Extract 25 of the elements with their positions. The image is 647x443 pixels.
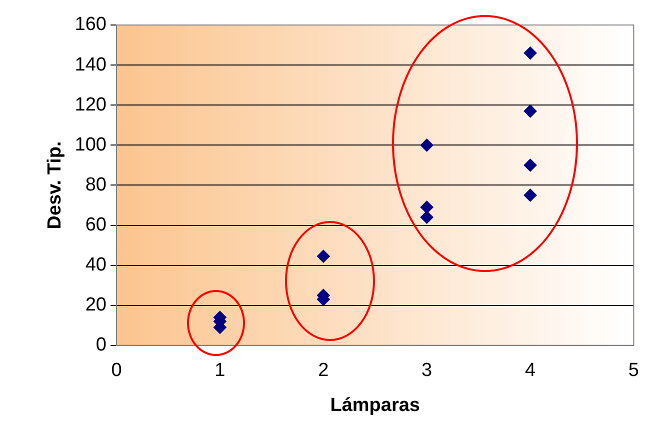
y-tick-label: 40 — [85, 254, 106, 276]
point — [524, 104, 537, 118]
y-tick-label: 140 — [74, 54, 106, 76]
x-tick-label: 1 — [214, 360, 226, 382]
x-tick-label: 2 — [318, 360, 329, 382]
y-axis-title: Desv. Tip. — [44, 141, 66, 230]
x-tick-label: 0 — [111, 360, 122, 382]
point — [524, 46, 537, 60]
point — [524, 158, 537, 172]
y-tick-label: 20 — [85, 294, 106, 316]
point — [316, 250, 330, 263]
x-tick-label: 4 — [524, 360, 536, 382]
y-tick-label: 120 — [74, 94, 106, 116]
y-tick-label: 0 — [96, 334, 106, 356]
y-tick-label: 60 — [85, 214, 106, 236]
y-tick-label: 100 — [74, 134, 106, 156]
y-tick-label: 80 — [85, 174, 106, 196]
point — [420, 200, 434, 214]
x-axis-title: Lámparas — [330, 394, 420, 416]
point — [524, 188, 537, 202]
point — [420, 138, 434, 152]
x-tick-label: 5 — [628, 360, 640, 382]
y-tick-label: 160 — [74, 14, 106, 36]
point — [420, 210, 434, 224]
x-tick-label: 3 — [422, 360, 432, 382]
